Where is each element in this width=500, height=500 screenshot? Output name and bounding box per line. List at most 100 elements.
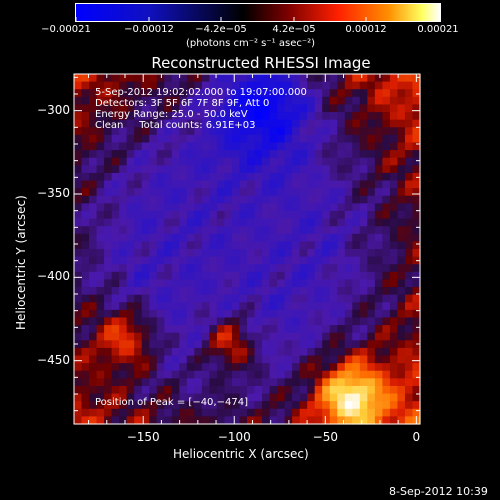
heatmap-cell (322, 287, 331, 296)
heatmap-cell (156, 157, 165, 166)
heatmap-cell (404, 393, 414, 402)
heatmap-cell (307, 96, 316, 106)
heatmap-cell (389, 317, 399, 326)
heatmap-cell (329, 264, 338, 273)
heatmap-cell (111, 271, 120, 281)
heatmap-cell (111, 195, 120, 204)
heatmap-cell (412, 287, 421, 296)
heatmap-cell (239, 74, 248, 83)
heatmap-cell (216, 401, 226, 410)
heatmap-cell (299, 355, 308, 364)
heatmap-cell (367, 89, 376, 98)
heatmap-cell (81, 157, 90, 166)
heatmap-cell (277, 195, 286, 204)
heatmap-cell (216, 226, 226, 235)
heatmap-cell (367, 294, 376, 303)
heatmap-cell (352, 347, 361, 357)
heatmap-cell (194, 347, 203, 357)
heatmap-cell (292, 150, 301, 159)
heatmap-cell (284, 363, 293, 372)
heatmap-cell (239, 241, 248, 250)
heatmap-cell (119, 249, 128, 258)
heatmap-cell (149, 294, 158, 303)
heatmap-cell (89, 112, 98, 121)
heatmap-cell (322, 408, 331, 417)
heatmap-cell (389, 287, 399, 296)
heatmap-cell (126, 347, 135, 357)
heatmap-cell (382, 188, 391, 197)
heatmap-cell (269, 271, 278, 281)
heatmap-cell (262, 74, 271, 83)
heatmap-cell (104, 416, 113, 425)
heatmap-cell (404, 271, 414, 281)
heatmap-cell (149, 317, 158, 326)
heatmap-cell (164, 347, 173, 357)
heatmap-cell (397, 325, 406, 334)
heatmap-cell (126, 408, 135, 417)
heatmap-cell (239, 203, 248, 212)
heatmap-cell (201, 150, 210, 159)
heatmap-cell (277, 279, 286, 288)
heatmap-cell (374, 172, 383, 182)
heatmap-cell (179, 134, 188, 144)
heatmap-cell (314, 294, 323, 303)
heatmap-cell (412, 302, 421, 311)
heatmap-cell (149, 241, 158, 250)
heatmap-cell (216, 172, 226, 182)
heatmap-cell (156, 218, 165, 227)
heatmap-cell (329, 416, 338, 425)
heatmap-cell (141, 317, 150, 326)
heatmap-cell (81, 249, 90, 258)
heatmap-cell (96, 401, 105, 410)
heatmap-cell (412, 210, 421, 220)
heatmap-cell (216, 408, 226, 417)
heatmap-cell (262, 233, 271, 242)
heatmap-cell (397, 89, 406, 98)
heatmap-cell (149, 210, 158, 220)
heatmap-cell (352, 104, 361, 113)
heatmap-cell (352, 195, 361, 204)
heatmap-cell (367, 416, 376, 425)
heatmap-cell (134, 134, 143, 144)
heatmap-cell (254, 355, 263, 364)
heatmap-cell (412, 218, 421, 227)
heatmap-cell (89, 104, 98, 113)
heatmap-cell (164, 74, 173, 83)
heatmap-cell (141, 325, 150, 334)
heatmap-cell (74, 188, 83, 197)
heatmap-cell (307, 355, 316, 364)
heatmap-cell (254, 203, 263, 212)
heatmap-cell (322, 355, 331, 364)
heatmap-cell (201, 226, 210, 235)
heatmap-cell (96, 218, 105, 227)
heatmap-cell (171, 264, 180, 273)
heatmap-cell (104, 203, 113, 212)
heatmap-cell (412, 401, 421, 410)
heatmap-cell (412, 142, 421, 151)
heatmap-cell (171, 325, 180, 334)
heatmap-cell (329, 271, 338, 281)
heatmap-cell (201, 112, 210, 121)
heatmap-cell (329, 355, 338, 364)
heatmap-cell (119, 104, 128, 113)
heatmap-cell (231, 150, 241, 159)
heatmap-cell (329, 378, 338, 387)
heatmap-cell (89, 218, 98, 227)
heatmap-cell (337, 302, 346, 311)
heatmap-cell (247, 127, 256, 136)
heatmap-cell (412, 332, 421, 341)
heatmap-cell (126, 172, 135, 182)
heatmap-cell (374, 127, 383, 136)
heatmap-cell (96, 134, 105, 144)
heatmap-cell (104, 241, 113, 250)
heatmap-cell (337, 188, 346, 197)
heatmap-cell (156, 188, 165, 197)
heatmap-cell (194, 393, 203, 402)
heatmap-cell (247, 218, 256, 227)
heatmap-cell (186, 150, 195, 159)
heatmap-cell (216, 325, 226, 334)
heatmap-cell (367, 370, 376, 379)
heatmap-cell (126, 142, 135, 151)
heatmap-cell (262, 294, 271, 303)
heatmap-cell (194, 119, 203, 128)
